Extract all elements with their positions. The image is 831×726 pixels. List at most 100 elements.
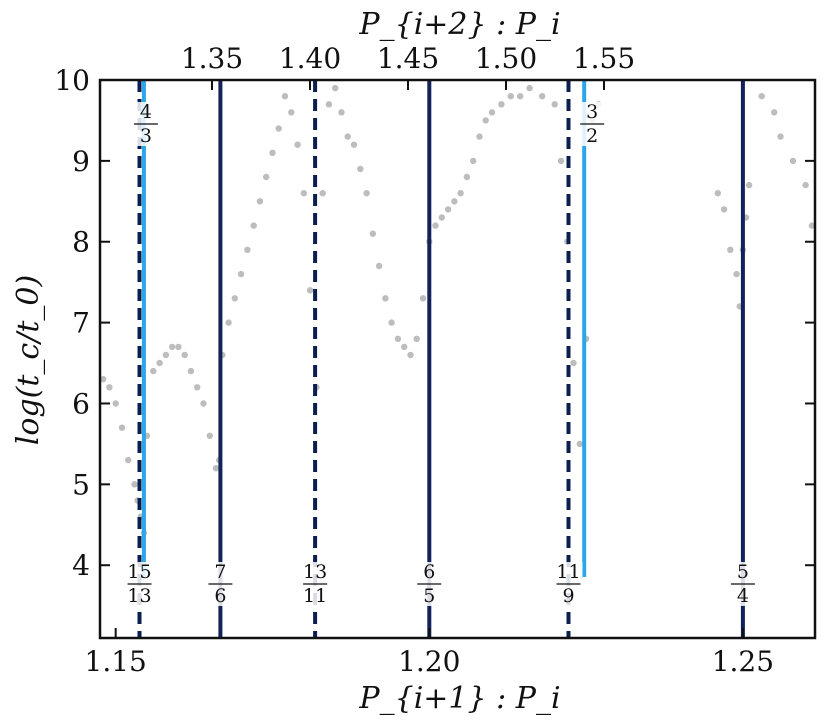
data-point [539,93,546,100]
y-tick-label: 6 [72,387,90,420]
data-point [438,214,445,221]
data-point [118,424,126,431]
x-tick-label: 1.25 [712,645,774,678]
data-point [156,359,163,367]
data-point [432,222,439,229]
data-point [263,173,270,181]
resonance-fraction: 43 [131,101,160,147]
data-point [256,198,264,205]
fraction-numerator: 6 [423,561,435,583]
data-point [106,384,113,391]
data-point [332,84,339,92]
y-tick-label: 10 [54,64,90,97]
data-point [733,270,740,278]
resonance-fraction: 65 [415,561,444,607]
data-point [200,400,207,407]
data-point [777,133,784,140]
fraction-numerator: 4 [140,101,152,123]
fraction-denominator: 2 [586,125,598,147]
data-point [498,101,505,108]
data-point [457,190,464,197]
data-point [281,93,289,100]
data-point [551,101,558,108]
data-point [206,432,213,439]
fraction-denominator: 11 [303,585,327,607]
data-point [375,262,383,270]
data-point [394,335,402,342]
top-axis-title: P_{i+2} : P_i [358,7,560,42]
top-x-tick-label: 1.55 [573,42,635,75]
x-tick-label: 1.20 [398,645,460,678]
data-point [275,125,282,132]
data-point [194,384,201,391]
data-point [325,101,333,108]
data-point [244,246,251,253]
fraction-denominator: 5 [423,585,435,607]
top-x-tick-label: 1.45 [377,42,439,75]
data-point [482,117,489,124]
data-point [808,222,816,229]
data-point [350,141,358,148]
fraction-denominator: 13 [127,585,151,607]
data-point [319,190,326,197]
plot-frame [98,78,817,640]
data-point [557,157,565,165]
fraction-numerator: 11 [556,561,580,583]
data-point [162,351,170,359]
fraction-numerator: 5 [737,561,749,583]
data-point [231,295,238,302]
fraction-denominator: 9 [562,585,574,607]
data-point [401,343,408,351]
data-point [526,84,533,92]
y-tick-label: 7 [72,307,90,340]
fraction-denominator: 4 [737,585,749,607]
data-point [357,165,364,173]
data-point [714,190,721,197]
data-point [476,133,483,140]
data-point [388,319,395,326]
data-point [250,222,257,229]
data-point [463,173,471,181]
data-point [344,133,351,140]
data-point [470,157,477,165]
data-point [112,400,119,407]
data-point [212,465,220,472]
data-point [237,270,245,278]
fraction-denominator: 6 [214,585,226,607]
y-axis-title-text: log(t_c/t_0) [11,275,46,445]
data-point [150,367,157,375]
data-point [369,230,376,237]
data-point [382,295,389,302]
fraction-numerator: 7 [214,561,226,583]
resonance-fraction: 76 [206,561,235,607]
resonance-lines [137,80,745,638]
data-point [517,93,524,100]
data-point [576,440,583,448]
resonance-fraction: 54 [728,561,757,607]
top-x-tick-label: 1.40 [279,42,341,75]
data-point [745,181,753,189]
fraction-numerator: 3 [586,101,598,123]
fraction-numerator: 13 [303,561,327,583]
data-point [131,481,138,488]
data-point [363,190,370,197]
top-x-tick-label: 1.35 [181,42,243,75]
data-point [413,335,420,342]
resonance-fraction: 32 [578,101,607,147]
fraction-denominator: 3 [140,125,152,147]
y-tick-label: 4 [72,549,90,582]
data-point [125,456,132,464]
data-point [407,351,414,359]
data-point [306,287,314,294]
data-point [294,141,301,148]
x-axis-title: P_{i+1} : P_i [358,681,560,716]
data-point [338,109,345,116]
data-point [300,190,307,197]
y-tick-label: 8 [72,226,90,259]
x-axis-title-text: P_{i+1} : P_i [358,681,560,716]
data-point [727,246,734,253]
